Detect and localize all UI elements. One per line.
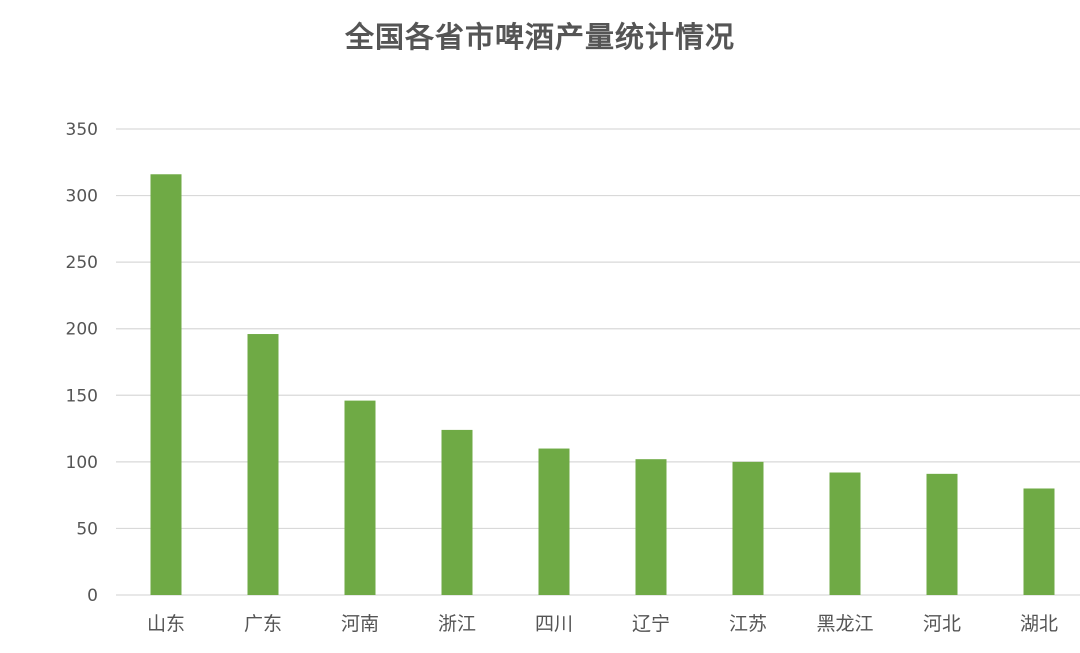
y-tick-label: 0	[87, 586, 98, 606]
y-tick-label: 50	[76, 519, 98, 539]
bar	[441, 429, 473, 595]
bar	[247, 334, 279, 595]
y-tick-label: 350	[66, 120, 98, 140]
bar	[732, 461, 764, 595]
x-category-label: 广东	[244, 613, 282, 635]
x-category-label: 江苏	[729, 613, 767, 635]
x-category-label: 四川	[535, 613, 573, 635]
bar	[344, 400, 376, 595]
x-category-label: 黑龙江	[816, 613, 873, 635]
x-category-label: 湖北	[1020, 613, 1058, 635]
x-category-label: 浙江	[438, 613, 476, 635]
x-category-label: 河北	[923, 613, 961, 635]
bar	[150, 174, 182, 596]
bar	[538, 448, 570, 595]
bar	[926, 473, 958, 595]
y-tick-label: 200	[66, 320, 98, 340]
y-tick-label: 150	[66, 386, 98, 406]
y-tick-label: 300	[66, 187, 98, 207]
bar	[829, 472, 861, 595]
bar	[1023, 488, 1055, 595]
x-category-label: 河南	[341, 613, 379, 635]
x-category-label: 辽宁	[632, 613, 670, 635]
chart-title: 全国各省市啤酒产量统计情况	[344, 20, 735, 54]
y-tick-label: 100	[66, 453, 98, 473]
y-tick-label: 250	[66, 253, 98, 273]
bar	[635, 459, 667, 595]
x-category-label: 山东	[147, 613, 185, 635]
